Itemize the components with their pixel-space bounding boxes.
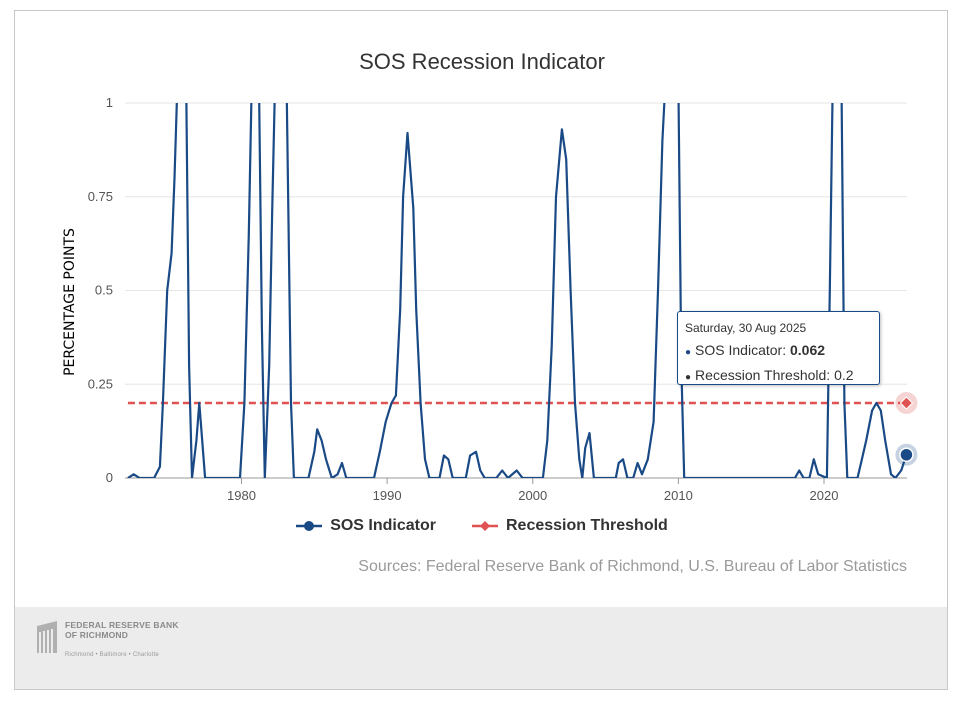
legend-item-threshold[interactable]: Recession Threshold [471,517,668,535]
tooltip-threshold-row: ● Recession Threshold: 0.2 [685,364,873,389]
x-tick-label: 2010 [664,488,693,503]
legend-threshold-marker [471,521,498,531]
x-tick-label: 2000 [518,488,547,503]
y-tick-label: 0.5 [95,283,113,298]
y-tick-label: 0.75 [88,189,113,204]
logo-line1: FEDERAL RESERVE BANK [65,620,179,630]
chart-tooltip: Saturday, 30 Aug 2025 ● SOS Indicator: 0.… [677,311,880,385]
legend-threshold-label: Recession Threshold [505,517,668,534]
tooltip-sos-value: 0.062 [789,342,826,358]
frb-richmond-logo[interactable]: FEDERAL RESERVE BANK OF RICHMOND Richmon… [35,620,179,660]
sos-indicator-line [127,103,907,478]
tooltip-threshold-text: Recession Threshold: 0.2 [695,367,854,383]
legend-sos-label: SOS Indicator [330,517,436,534]
y-tick-label: 1 [106,95,113,110]
x-tick-label: 2020 [810,488,839,503]
chart-source: Sources: Federal Reserve Bank of Richmon… [358,558,907,575]
chart-title: SOS Recession Indicator [359,49,605,74]
y-tick-label: 0 [106,470,113,485]
logo-text: FEDERAL RESERVE BANK OF RICHMOND Richmon… [65,620,179,660]
chart-card: SOS Recession Indicator PERCENTAGE POINT… [14,10,948,690]
legend-sos-marker [296,521,323,531]
chart-legend: SOS Indicator Recession Threshold [15,517,949,535]
threshold-highlight-marker[interactable] [899,396,914,410]
tooltip-threshold-dot-icon: ● [685,372,692,383]
x-tick-label: 1990 [373,488,402,503]
logo-tagline: Richmond • Baltimore • Charlotte [65,652,159,658]
tooltip-sos-label: SOS Indicator: [695,342,790,358]
tooltip-sos-row: ● SOS Indicator: 0.062 [685,339,873,364]
sos-highlight-marker[interactable] [899,447,914,462]
footer-bar: FEDERAL RESERVE BANK OF RICHMOND Richmon… [15,607,947,689]
tooltip-date: Saturday, 30 Aug 2025 [685,321,807,335]
logo-line2: OF RICHMOND [65,630,129,640]
y-tick-label: 0.25 [88,376,113,391]
legend-item-sos[interactable]: SOS Indicator [296,517,436,535]
x-tick-label: 1980 [227,488,256,503]
tooltip-sos-dot-icon: ● [685,347,692,358]
building-icon [37,621,57,653]
